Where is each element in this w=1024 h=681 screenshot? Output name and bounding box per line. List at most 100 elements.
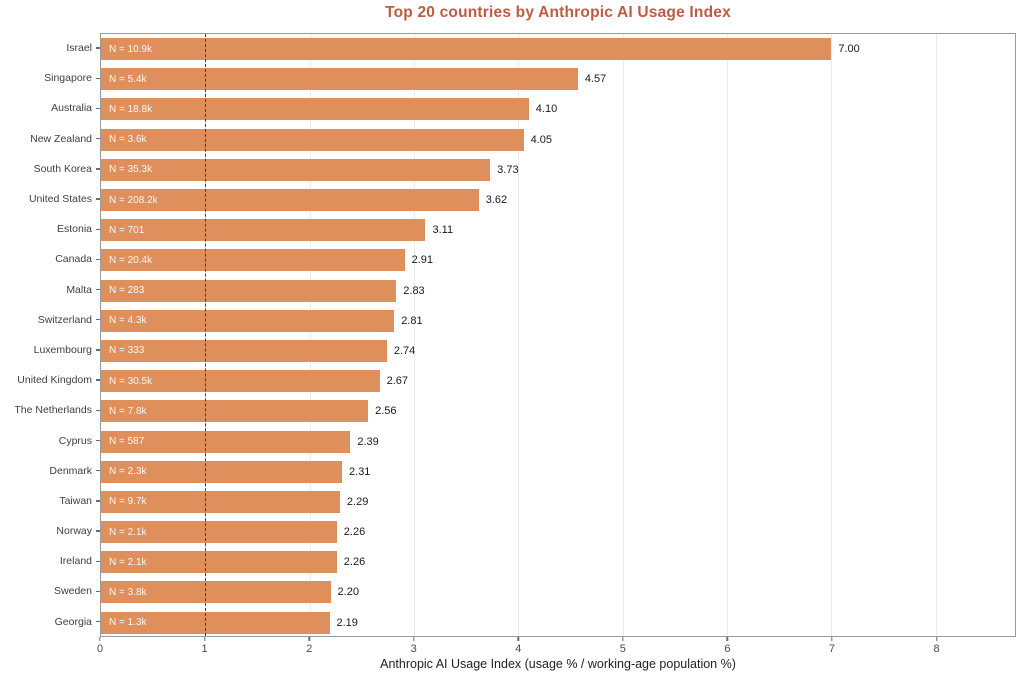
- bar-value-label: 3.73: [497, 163, 519, 176]
- x-tick-mark: [308, 637, 310, 641]
- x-tick-mark: [517, 637, 519, 641]
- bar: N = 7.8k: [101, 400, 369, 423]
- y-axis-row: Ireland: [0, 546, 100, 576]
- bar: N = 587: [101, 430, 351, 453]
- y-tick-mark: [96, 228, 100, 230]
- bar-n-label: N = 7.8k: [109, 405, 147, 417]
- bar: N = 333: [101, 339, 387, 362]
- y-axis-row: Georgia: [0, 607, 100, 637]
- y-axis-label: Estonia: [56, 223, 92, 236]
- bar-row: N = 333 2.74: [101, 336, 1015, 366]
- y-axis-row: Canada: [0, 244, 100, 274]
- y-tick-mark: [96, 349, 100, 351]
- x-tick-mark: [726, 637, 729, 641]
- bar: N = 35.3k: [101, 158, 491, 181]
- y-axis-labels: Israel Singapore Australia New Zealand South…: [0, 33, 100, 637]
- x-axis-ticks: 0 1 2 3 4 5 6 7 8: [96, 637, 1016, 657]
- bar-n-label: N = 283: [109, 285, 145, 297]
- bar-n-label: N = 2.1k: [109, 556, 147, 568]
- y-axis-label: United States: [28, 193, 92, 206]
- y-axis-row: Switzerland: [0, 305, 100, 335]
- bar-row: N = 4.3k 2.81: [101, 306, 1015, 336]
- bar-n-label: N = 18.8k: [109, 103, 153, 115]
- y-tick-mark: [96, 620, 100, 623]
- bar-n-label: N = 3.6k: [109, 134, 147, 146]
- bars-layer: N = 10.9k 7.00 N = 5.4k 4.57 N = 18.8k 4.10 N …: [101, 34, 1015, 636]
- bar: N = 5.4k: [101, 68, 578, 91]
- x-tick-label: 1: [201, 643, 208, 655]
- y-tick-mark: [96, 319, 100, 321]
- bar-n-label: N = 1.3k: [109, 617, 147, 629]
- y-axis-row: Denmark: [0, 456, 100, 486]
- x-tick-label: 7: [828, 643, 836, 655]
- gridline: [309, 34, 311, 636]
- bar-row: N = 3.8k 2.20: [101, 577, 1015, 607]
- bar-n-label: N = 208.2k: [109, 194, 158, 206]
- bar-value-label: 2.31: [349, 465, 371, 478]
- x-tick-label: 3: [410, 643, 417, 655]
- y-axis-row: United Kingdom: [0, 365, 100, 395]
- bar-value-label: 2.26: [343, 526, 366, 539]
- bar-value-label: 2.81: [401, 314, 423, 327]
- y-axis-row: The Netherlands: [0, 395, 100, 425]
- y-axis-row: Sweden: [0, 576, 100, 606]
- y-tick-mark: [96, 470, 100, 472]
- bar-n-label: N = 30.5k: [109, 375, 153, 387]
- y-axis-row: Singapore: [0, 63, 100, 93]
- plot-area: N = 10.9k 7.00 N = 5.4k 4.57 N = 18.8k 4.10 N …: [100, 33, 1016, 637]
- bar-value-label: 4.57: [584, 73, 607, 86]
- x-tick-label: 5: [619, 643, 626, 655]
- bar-row: N = 1.3k 2.19: [101, 608, 1015, 638]
- y-axis-label: New Zealand: [30, 132, 92, 145]
- bar: N = 208.2k: [101, 189, 479, 212]
- bar-row: N = 3.6k 4.05: [101, 125, 1015, 155]
- bar: N = 3.6k: [101, 128, 524, 151]
- y-axis-row: Taiwan: [0, 486, 100, 516]
- y-axis-row: South Korea: [0, 154, 100, 184]
- bar-row: N = 20.4k 2.91: [101, 245, 1015, 275]
- bar-value-label: 2.39: [357, 435, 379, 448]
- y-tick-mark: [96, 379, 100, 381]
- bar: N = 2.1k: [101, 521, 337, 544]
- bar-row: N = 208.2k 3.62: [101, 185, 1015, 215]
- y-axis-label: Australia: [51, 102, 92, 115]
- bar-n-label: N = 2.3k: [109, 466, 147, 478]
- x-tick-mark: [412, 637, 415, 641]
- y-axis-label: South Korea: [33, 162, 92, 175]
- y-axis-label: The Netherlands: [14, 404, 92, 417]
- bar: N = 2.1k: [101, 551, 337, 574]
- y-axis-row: New Zealand: [0, 124, 100, 154]
- bar-row: N = 587 2.39: [101, 426, 1015, 456]
- y-axis-label: Switzerland: [37, 313, 92, 326]
- y-axis-label: Canada: [55, 253, 92, 266]
- x-axis-title: Anthropic AI Usage Index (usage % / work…: [380, 657, 736, 671]
- gridline: [622, 34, 624, 636]
- bar-value-label: 2.26: [343, 556, 366, 569]
- y-axis-label: Ireland: [59, 555, 92, 568]
- bar-n-label: N = 20.4k: [109, 254, 153, 266]
- x-tick-label: 4: [515, 643, 522, 655]
- bar: N = 20.4k: [101, 249, 405, 272]
- bar: N = 10.9k: [101, 38, 832, 61]
- y-axis-label: Georgia: [54, 615, 92, 628]
- y-tick-mark: [96, 168, 100, 170]
- y-axis-label: Singapore: [44, 72, 92, 85]
- bar: N = 30.5k: [101, 370, 380, 393]
- y-tick-mark: [96, 500, 100, 502]
- y-tick-mark: [96, 258, 100, 261]
- bar-row: N = 2.1k 2.26: [101, 517, 1015, 547]
- y-axis-row: Luxembourg: [0, 335, 100, 365]
- y-axis-row: Cyprus: [0, 425, 100, 455]
- x-tick-label: 2: [306, 643, 313, 655]
- x-tick-label: 0: [96, 643, 104, 655]
- bar-value-label: 7.00: [838, 43, 860, 56]
- bar-row: N = 18.8k 4.10: [101, 94, 1015, 124]
- y-axis-row: United States: [0, 184, 100, 214]
- bar-n-label: N = 35.3k: [109, 164, 153, 176]
- bar-value-label: 4.10: [535, 103, 558, 116]
- bar-row: N = 10.9k 7.00: [101, 34, 1015, 64]
- bar: N = 283: [101, 279, 397, 302]
- y-tick-mark: [96, 198, 100, 200]
- bar-value-label: 3.11: [432, 224, 454, 237]
- y-axis-label: Israel: [66, 42, 92, 55]
